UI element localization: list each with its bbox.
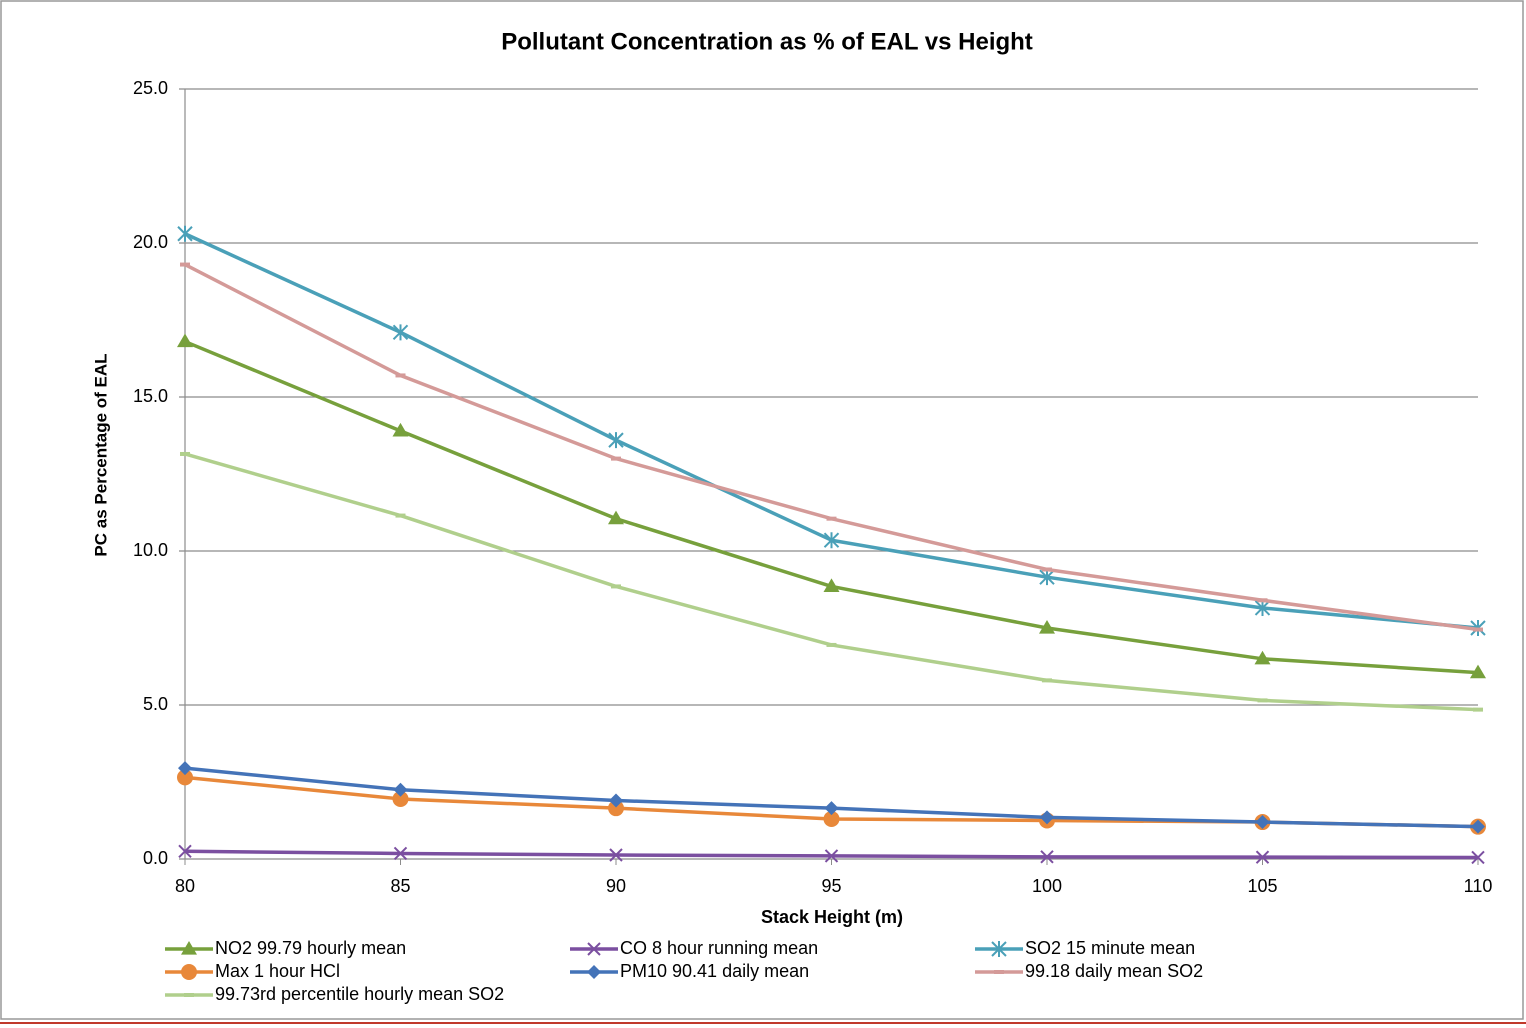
x-tick-label: 90 (606, 876, 626, 896)
marker (1040, 850, 1054, 864)
marker (1039, 569, 1055, 586)
legend-label: NO2 99.79 hourly mean (215, 938, 406, 958)
marker (824, 801, 839, 816)
marker (609, 848, 623, 862)
marker (823, 532, 840, 549)
legend-marker (587, 965, 601, 979)
marker (178, 761, 192, 776)
marker (1254, 650, 1271, 665)
x-tick-label: 100 (1032, 876, 1062, 896)
marker (608, 432, 624, 449)
marker (393, 846, 408, 861)
marker (392, 790, 409, 807)
legend-label: PM10 90.41 daily mean (620, 961, 809, 981)
legend-marker (587, 942, 601, 956)
marker (178, 844, 192, 859)
marker (1470, 664, 1486, 679)
y-tick-label: 15.0 (133, 386, 168, 406)
y-axis-label: PC as Percentage of EAL (91, 353, 110, 556)
marker (177, 225, 193, 242)
x-tick-label: 85 (390, 876, 410, 896)
legend-marker (181, 964, 197, 980)
marker (1040, 810, 1054, 825)
marker (608, 510, 624, 525)
marker (1471, 819, 1485, 834)
legend-marker (181, 941, 197, 955)
legend-label: Max 1 hour HCl (215, 961, 340, 981)
marker (824, 849, 839, 863)
marker (177, 333, 193, 348)
marker (177, 769, 193, 786)
legend-label: CO 8 hour running mean (620, 938, 818, 958)
y-tick-label: 20.0 (133, 232, 168, 252)
x-axis-label: Stack Height (m) (761, 907, 903, 927)
marker (608, 800, 624, 817)
y-tick-label: 5.0 (143, 694, 168, 714)
marker (609, 793, 623, 808)
marker (392, 422, 409, 437)
legend-marker (991, 941, 1007, 957)
marker (393, 782, 408, 797)
marker (1039, 620, 1055, 634)
legend-label: 99.18 daily mean SO2 (1025, 961, 1203, 981)
marker (392, 324, 409, 341)
x-tick-label: 110 (1464, 876, 1493, 896)
x-tick-label: 95 (821, 876, 841, 896)
y-tick-label: 25.0 (133, 78, 168, 98)
marker (1471, 850, 1485, 865)
marker (1255, 850, 1270, 864)
marker (1255, 815, 1270, 830)
y-tick-label: 0.0 (143, 848, 168, 868)
legend-label: SO2 15 minute mean (1025, 938, 1195, 958)
y-tick-label: 10.0 (133, 540, 168, 560)
marker (823, 578, 840, 593)
chart-title: Pollutant Concentration as % of EAL vs H… (501, 28, 1033, 55)
x-tick-label: 105 (1247, 876, 1277, 896)
x-tick-label: 80 (175, 876, 195, 896)
legend-label: 99.73rd percentile hourly mean SO2 (215, 984, 504, 1004)
marker (1254, 599, 1271, 616)
marker (823, 810, 840, 827)
